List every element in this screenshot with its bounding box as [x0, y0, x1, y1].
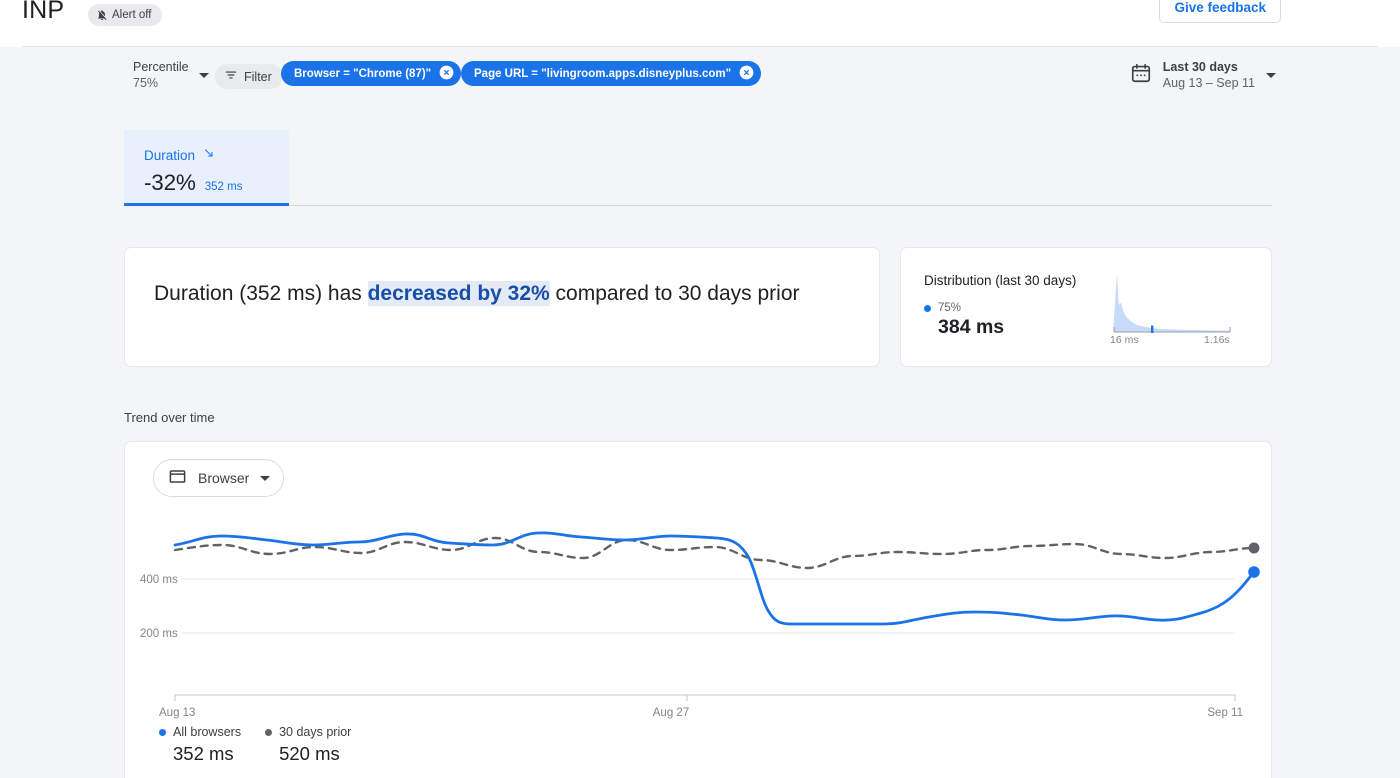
percentile-text: Percentile 75%	[133, 59, 189, 91]
ytick-label-400ms: 400 ms	[140, 574, 178, 586]
trend-chart-card: Browser 400 ms 200 ms	[124, 441, 1272, 778]
metric-tabstrip: Duration -32% 352 ms	[124, 130, 1272, 206]
tab-duration-head: Duration	[144, 146, 289, 164]
filter-chip-browser[interactable]: Browser = "Chrome (87)"	[281, 61, 462, 86]
calendar-icon	[1130, 62, 1152, 89]
window-icon	[168, 467, 187, 489]
give-feedback-button[interactable]: Give feedback	[1159, 0, 1281, 23]
arrow-down-right-icon	[203, 146, 215, 164]
page-header: INP Alert off Give feedback	[0, 0, 1400, 47]
xtick-label-0: Aug 13	[159, 707, 195, 719]
distribution-axis-min: 16 ms	[1110, 334, 1139, 346]
date-range-text: Last 30 days Aug 13 – Sep 11	[1163, 59, 1255, 92]
distribution-card: Distribution (last 30 days) 75% 384 ms 1…	[900, 247, 1272, 367]
trend-section-label: Trend over time	[124, 410, 215, 425]
distribution-marker-icon	[1151, 325, 1154, 333]
legend-item-30-days-prior-value: 520 ms	[279, 743, 340, 765]
filters-toolbar: Percentile 75% Filter Browser = "Chrome …	[0, 47, 1400, 113]
xtick-label-1: Aug 27	[653, 707, 689, 719]
alert-status-badge[interactable]: Alert off	[88, 4, 163, 26]
tab-duration[interactable]: Duration -32% 352 ms	[124, 130, 289, 206]
chevron-down-icon	[1266, 72, 1276, 78]
xtick-label-2: Sep 11	[1207, 707, 1243, 719]
endpoint-marker-all-browsers	[1248, 566, 1260, 578]
bell-off-icon	[96, 9, 108, 21]
summary-suffix: compared to 30 days prior	[549, 282, 800, 305]
chevron-down-icon	[260, 475, 271, 481]
give-feedback-label: Give feedback	[1174, 0, 1266, 15]
browser-dimension-dropdown[interactable]: Browser	[153, 459, 285, 497]
filter-button-label: Filter	[244, 69, 272, 84]
series-line-30-days-prior	[173, 536, 1256, 570]
filter-chip-page-url-label: Page URL = "livingroom.apps.disneyplus.c…	[474, 67, 732, 80]
filter-chip-browser-label: Browser = "Chrome (87)"	[294, 67, 432, 80]
date-range-selector[interactable]: Last 30 days Aug 13 – Sep 11	[1130, 59, 1276, 92]
trend-line-chart[interactable]: 400 ms 200 ms Aug 13 Aug 27 Sep 11	[125, 512, 1273, 762]
legend-item-30-days-prior[interactable]: 30 days prior 520 ms	[265, 724, 351, 766]
percentile-selector[interactable]: Percentile 75%	[133, 59, 209, 91]
series-line-all-browsers	[173, 531, 1256, 626]
tabstrip-divider	[289, 205, 1272, 206]
date-range-value: Aug 13 – Sep 11	[1162, 76, 1255, 91]
legend-item-all-browsers-value: 352 ms	[173, 743, 234, 765]
close-circle-icon[interactable]	[739, 65, 754, 83]
legend-item-all-browsers[interactable]: All browsers 352 ms	[159, 724, 241, 766]
distribution-percentile: 75%	[938, 302, 962, 314]
distribution-title: Distribution (last 30 days)	[924, 273, 1077, 288]
tab-duration-title: Duration	[144, 147, 196, 163]
summary-text: Duration (352 ms) has decreased by 32% c…	[154, 279, 854, 309]
summary-card: Duration (352 ms) has decreased by 32% c…	[124, 247, 880, 367]
browser-dimension-label: Browser	[198, 470, 250, 486]
filter-icon	[224, 68, 238, 85]
percentile-value: 75%	[133, 76, 159, 90]
tab-active-indicator	[124, 203, 289, 206]
distribution-legend: 75%	[924, 302, 961, 314]
header-divider	[22, 46, 1378, 47]
summary-prefix: Duration (352 ms) has	[154, 282, 368, 305]
chevron-down-icon	[198, 72, 209, 78]
endpoint-marker-30-days-prior	[1248, 542, 1260, 554]
filter-button[interactable]: Filter	[215, 64, 283, 89]
legend-item-all-browsers-head: All browsers	[159, 724, 241, 740]
close-circle-icon[interactable]	[439, 65, 454, 83]
tab-duration-delta: -32%	[144, 170, 196, 195]
legend-item-30-days-prior-label: 30 days prior	[279, 725, 352, 739]
distribution-axis-max: 1.16s	[1204, 334, 1230, 346]
distribution-value: 384 ms	[938, 316, 1005, 338]
legend-dot-icon	[265, 728, 273, 736]
trend-chart-svg: 400 ms 200 ms Aug 13 Aug 27 Sep 11	[140, 531, 1260, 719]
filter-chip-page-url[interactable]: Page URL = "livingroom.apps.disneyplus.c…	[461, 61, 762, 86]
tab-duration-body: -32% 352 ms	[144, 170, 289, 196]
page-title: INP	[22, 0, 65, 24]
date-range-label: Last 30 days	[1162, 60, 1238, 74]
percentile-label: Percentile	[133, 60, 189, 74]
legend-item-all-browsers-label: All browsers	[173, 725, 242, 739]
alert-status-label: Alert off	[112, 9, 152, 21]
distribution-histogram: 16 ms 1.16s	[1106, 270, 1246, 350]
summary-highlight: decreased by 32%	[367, 281, 550, 306]
legend-dot-icon	[924, 304, 931, 312]
header-inner: INP Alert off Give feedback	[22, 0, 1378, 47]
legend-item-30-days-prior-head: 30 days prior	[265, 724, 351, 740]
ytick-label-200ms: 200 ms	[140, 628, 178, 640]
legend-dot-icon	[159, 728, 166, 736]
tab-duration-absolute: 352 ms	[204, 181, 243, 193]
chart-legend: All browsers 352 ms 30 days prior 520 ms	[159, 724, 351, 766]
